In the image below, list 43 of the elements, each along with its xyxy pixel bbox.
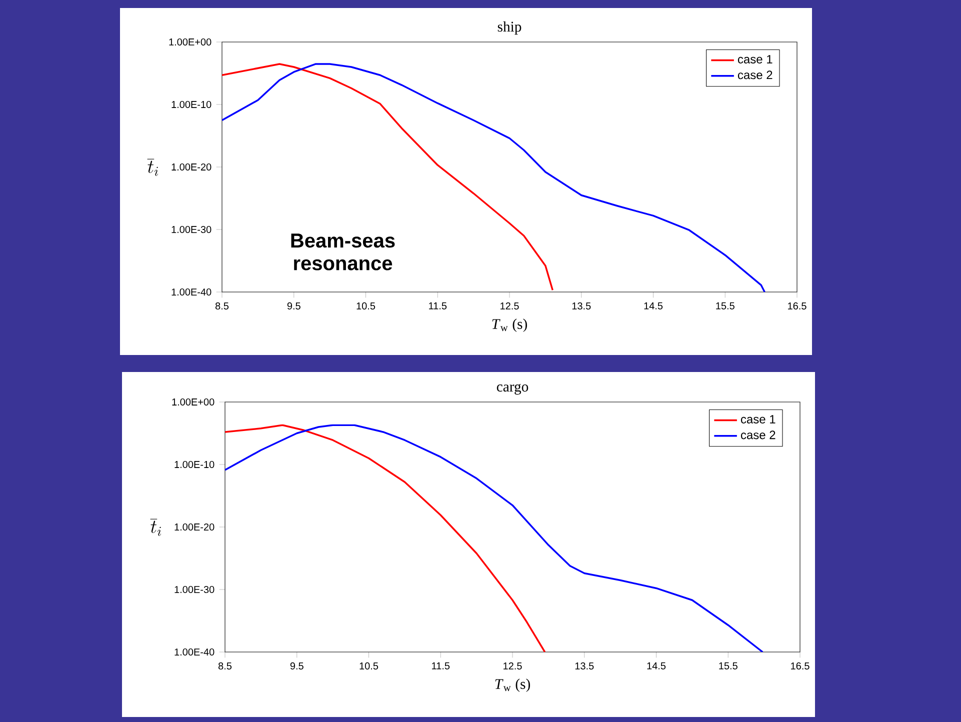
chart-title: cargo bbox=[496, 384, 528, 395]
y-tick-label: 1.00E-40 bbox=[174, 648, 214, 656]
x-tick-label: 10.5 bbox=[360, 662, 378, 670]
y-tick-label: 1.00E+00 bbox=[172, 398, 214, 406]
annotation: Beam-seas resonance bbox=[291, 234, 395, 270]
x-tick-label: 8.5 bbox=[215, 302, 229, 310]
line-series bbox=[222, 63, 554, 291]
x-tick-label: 16.5 bbox=[791, 662, 810, 670]
legend-label: case 2 bbox=[740, 430, 776, 440]
y-tick-label: 1.00E-20 bbox=[174, 523, 214, 531]
line-series bbox=[222, 63, 766, 292]
y-axis-title: $\overline{t}_i$ bbox=[147, 159, 158, 176]
x-tick-label: 9.5 bbox=[287, 302, 300, 310]
x-tick-label: 11.5 bbox=[429, 302, 447, 310]
chart-title: ship bbox=[498, 21, 522, 35]
x-tick-label: 12.5 bbox=[500, 302, 519, 310]
x-tick-label: 14.5 bbox=[644, 302, 663, 310]
y-tick-label: 1.00E-30 bbox=[174, 586, 214, 594]
x-tick-label: 12.5 bbox=[504, 662, 522, 670]
y-tick-label: 1.00E-10 bbox=[172, 100, 212, 108]
x-tick-label: 15.5 bbox=[719, 662, 738, 670]
x-tick-label: 8.5 bbox=[218, 662, 232, 670]
x-tick-label: 15.5 bbox=[716, 302, 734, 310]
x-tick-label: 10.5 bbox=[356, 302, 376, 310]
x-tick-label: 11.5 bbox=[432, 662, 450, 670]
y-tick-label: 1.00E-20 bbox=[172, 163, 212, 171]
legend-label: case 1 bbox=[740, 415, 776, 424]
x-axis-title: T$_{w}$ (s) bbox=[492, 318, 527, 332]
x-axis-title: T$_{w}$ (s) bbox=[495, 678, 530, 692]
x-tick-label: 13.5 bbox=[572, 302, 591, 310]
y-tick-label: 1.00E-40 bbox=[172, 288, 212, 296]
line-series bbox=[225, 424, 546, 652]
x-tick-label: 16.5 bbox=[788, 302, 806, 310]
legend-label: case 1 bbox=[738, 55, 772, 64]
y-axis-title: $\overline{t}_i$ bbox=[150, 519, 161, 536]
x-tick-label: 13.5 bbox=[575, 662, 594, 670]
legend-label: case 2 bbox=[738, 70, 772, 80]
y-tick-label: 1.00E-30 bbox=[172, 226, 212, 234]
y-tick-label: 1.00E+00 bbox=[169, 38, 212, 46]
x-tick-label: 14.5 bbox=[647, 662, 666, 670]
x-tick-label: 9.5 bbox=[290, 662, 304, 670]
y-tick-label: 1.00E-10 bbox=[174, 460, 214, 468]
line-series bbox=[225, 424, 764, 652]
